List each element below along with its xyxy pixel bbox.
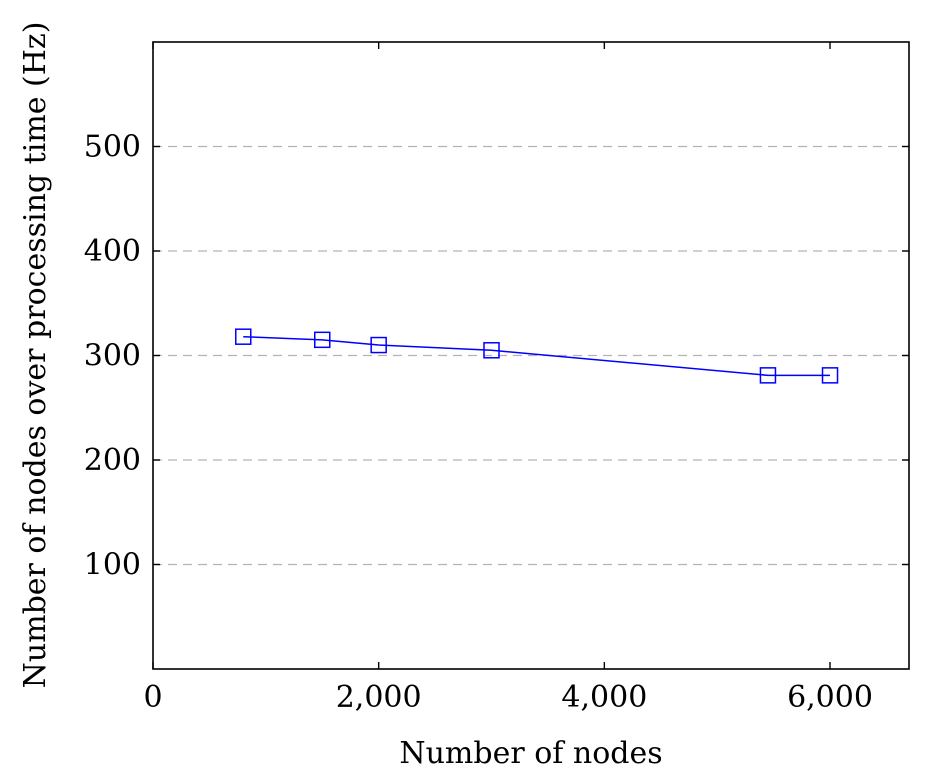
axis-ticks <box>152 42 909 669</box>
y-tick-label: 200 <box>84 443 141 478</box>
x-axis-title: Number of nodes <box>399 736 662 770</box>
y-tick-label: 300 <box>84 339 141 374</box>
data-point-marker <box>483 342 500 359</box>
data-point-marker <box>821 367 839 384</box>
y-tick-label: 400 <box>84 234 141 269</box>
y-axis-title: Number of nodes over processing time (Hz… <box>18 22 53 689</box>
x-tick-label: 0 <box>143 680 162 715</box>
data-point-marker <box>314 331 331 349</box>
data-point-marker <box>235 328 252 345</box>
y-tick-label: 500 <box>84 130 141 165</box>
data-point-marker <box>370 336 387 354</box>
y-tick-label: 100 <box>84 548 141 583</box>
x-tick-label: 2,000 <box>336 680 422 715</box>
series-line <box>243 335 831 377</box>
tick-labels: 100 200 300 400 500 0 2,000 4,000 6,000 <box>84 130 873 716</box>
x-tick-label: 6,000 <box>787 680 873 715</box>
data-point-marker <box>759 367 777 384</box>
data-series <box>235 328 839 384</box>
x-tick-label: 4,000 <box>561 680 647 715</box>
grid-lines <box>153 145 909 566</box>
